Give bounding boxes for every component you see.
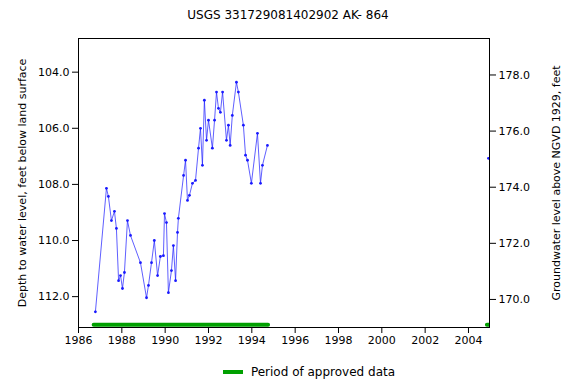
svg-text:1990: 1990 — [151, 334, 179, 347]
svg-text:170.0: 170.0 — [499, 293, 531, 306]
svg-text:1986: 1986 — [65, 334, 93, 347]
svg-text:1994: 1994 — [238, 334, 266, 347]
svg-text:172.0: 172.0 — [499, 237, 531, 250]
svg-text:108.0: 108.0 — [38, 178, 70, 191]
svg-text:Depth to water level, feet bel: Depth to water level, feet below land su… — [16, 58, 29, 307]
svg-text:2004: 2004 — [454, 334, 482, 347]
svg-text:176.0: 176.0 — [499, 125, 531, 138]
svg-text:Groundwater level above NGVD 1: Groundwater level above NGVD 1929, feet — [550, 65, 563, 301]
svg-text:110.0: 110.0 — [38, 234, 70, 247]
svg-text:112.0: 112.0 — [38, 290, 70, 303]
svg-text:1992: 1992 — [194, 334, 222, 347]
svg-text:104.0: 104.0 — [38, 66, 70, 79]
svg-text:2002: 2002 — [411, 334, 439, 347]
svg-text:178.0: 178.0 — [499, 68, 531, 81]
html-text:Period of approved data: Period of approved data — [250, 365, 396, 379]
svg-text:1988: 1988 — [108, 334, 136, 347]
svg-text:1998: 1998 — [324, 334, 352, 347]
svg-text:2000: 2000 — [368, 334, 396, 347]
html-text:USGS 331729081402902 AK- 864: USGS 331729081402902 AK- 864 — [187, 8, 389, 22]
svg-text:1996: 1996 — [281, 334, 309, 347]
svg-text:106.0: 106.0 — [38, 122, 70, 135]
svg-text:174.0: 174.0 — [499, 181, 531, 194]
